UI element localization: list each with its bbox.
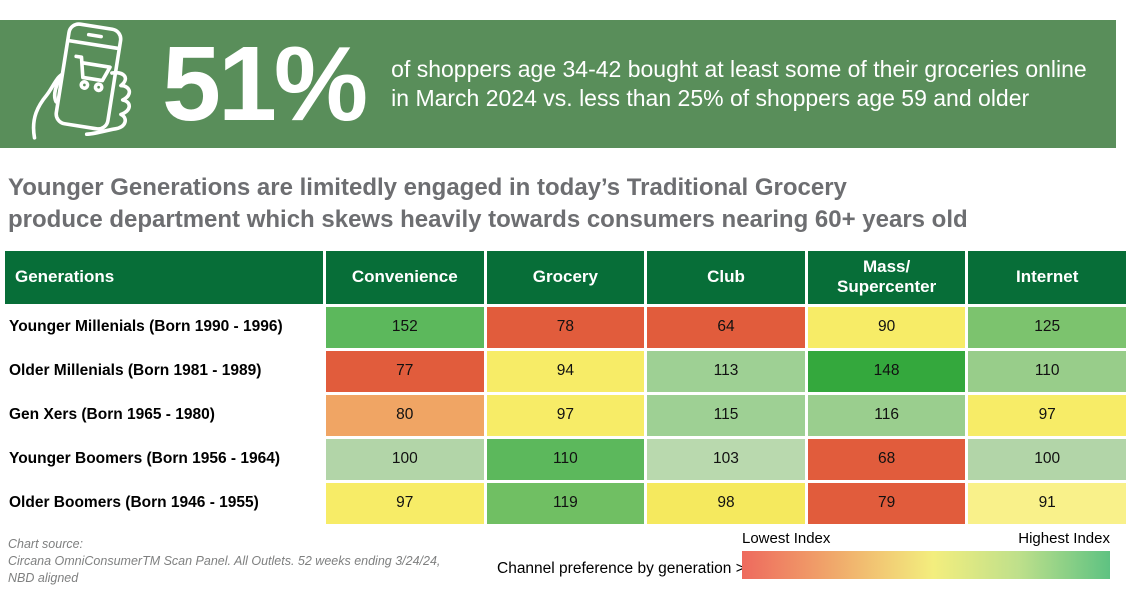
stat-description-line1: of shoppers age 34-42 bought at least so… [391, 55, 1087, 82]
generation-channel-heatmap: Generations Convenience Grocery Club Mass/ S… [5, 250, 1126, 524]
heatmap-cell: 97 [326, 482, 484, 524]
heatmap-cell: 68 [807, 438, 966, 480]
chart-source-note: Chart source: Circana OmniConsumerTM Sca… [8, 536, 488, 587]
legend-low-label: Lowest Index [742, 529, 831, 547]
row-label: Younger Boomers (Born 1956 - 1964) [5, 438, 323, 480]
heatmap-cell: 78 [486, 306, 645, 348]
heatmap-cell: 100 [326, 438, 484, 480]
heatmap-cell: 98 [647, 482, 805, 524]
page-title-line1: Younger Generations are limitedly engage… [8, 174, 847, 201]
stat-description: of shoppers age 34-42 bought at least so… [391, 55, 1087, 114]
heatmap-cell: 90 [807, 306, 966, 348]
heatmap-cell: 100 [968, 438, 1126, 480]
row-label: Gen Xers (Born 1965 - 1980) [5, 394, 323, 436]
column-header-1: Grocery [486, 250, 645, 304]
heatmap-cell: 119 [486, 482, 645, 524]
heatmap-cell: 148 [807, 350, 966, 392]
heatmap-cell: 80 [326, 394, 484, 436]
column-header-0: Convenience [326, 250, 484, 304]
heatmap-cell: 64 [647, 306, 805, 348]
index-legend: Lowest Index Highest Index [742, 530, 1110, 579]
heatmap-cell: 152 [326, 306, 484, 348]
heatmap-cell: 116 [807, 394, 966, 436]
row-label: Older Millenials (Born 1981 - 1989) [5, 350, 323, 392]
heatmap-cell: 110 [486, 438, 645, 480]
chart-source-line1: Circana OmniConsumerTM Scan Panel. All O… [8, 553, 441, 568]
page-title-line2: produce department which skews heavily t… [8, 206, 968, 234]
phone-shopping-cart-icon [24, 19, 144, 150]
heatmap-cell: 77 [326, 350, 484, 392]
heatmap-cell: 113 [647, 350, 805, 392]
column-header-2: Club [647, 250, 805, 304]
column-header-4: Internet [968, 250, 1126, 304]
row-label: Older Boomers (Born 1946 - 1955) [5, 482, 323, 524]
heatmap-cell: 125 [968, 306, 1126, 348]
heatmap-cell: 103 [647, 438, 805, 480]
column-header-3: Mass/ Supercenter [807, 250, 966, 304]
heatmap-cell: 91 [968, 482, 1126, 524]
footer: Chart source: Circana OmniConsumerTM Sca… [0, 530, 1131, 601]
heatmap-cell: 79 [807, 482, 966, 524]
heatmap-cell: 97 [968, 394, 1126, 436]
stat-description-line2: in March 2024 vs. less than 25% of shopp… [391, 85, 1030, 111]
page-title: Younger Generations are limitedly engage… [8, 172, 1121, 237]
heatmap-cell: 97 [486, 394, 645, 436]
legend-caption: Channel preference by generation > [497, 559, 745, 577]
chart-source-label: Chart source: [8, 536, 84, 551]
row-label: Younger Millenials (Born 1990 - 1996) [5, 306, 323, 348]
stat-value: 51% [162, 25, 368, 143]
heatmap-cell: 110 [968, 350, 1126, 392]
chart-source-line2: NBD aligned [8, 570, 79, 585]
stat-banner: 51% of shoppers age 34-42 bought at leas… [0, 20, 1116, 148]
legend-gradient-bar [742, 550, 1110, 579]
heatmap-cell: 115 [647, 394, 805, 436]
legend-high-label: Highest Index [1018, 529, 1110, 547]
column-header-generations: Generations [5, 250, 323, 304]
heatmap-cell: 94 [486, 350, 645, 392]
